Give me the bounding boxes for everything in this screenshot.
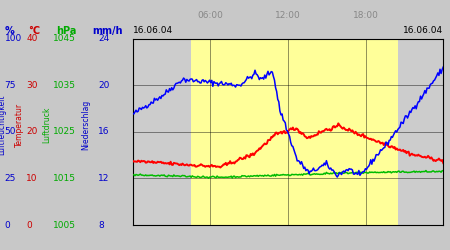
- Text: 25: 25: [4, 174, 16, 183]
- Text: 18:00: 18:00: [353, 11, 378, 20]
- Text: 75: 75: [4, 81, 16, 90]
- Text: 16.06.04: 16.06.04: [133, 26, 173, 35]
- Text: 8: 8: [98, 220, 104, 230]
- Text: Luftdruck: Luftdruck: [43, 107, 52, 143]
- Text: 20: 20: [26, 127, 37, 136]
- Text: 24: 24: [98, 34, 109, 43]
- Text: 40: 40: [26, 34, 37, 43]
- Text: 16.06.04: 16.06.04: [403, 26, 443, 35]
- Text: 1045: 1045: [53, 34, 76, 43]
- Text: 1015: 1015: [53, 174, 76, 183]
- Text: 0: 0: [26, 220, 32, 230]
- Text: 1035: 1035: [53, 81, 76, 90]
- Text: 30: 30: [26, 81, 38, 90]
- Text: 0: 0: [4, 220, 10, 230]
- Text: 12: 12: [98, 174, 109, 183]
- Text: Luftfeuchtigkeit: Luftfeuchtigkeit: [0, 95, 7, 155]
- Text: Niederschlag: Niederschlag: [81, 100, 90, 150]
- Text: 1025: 1025: [53, 127, 76, 136]
- Text: 16: 16: [98, 127, 110, 136]
- Bar: [191, 39, 398, 225]
- Text: mm/h: mm/h: [92, 26, 123, 36]
- Text: 20: 20: [98, 81, 109, 90]
- Text: %: %: [4, 26, 14, 36]
- Text: Temperatur: Temperatur: [15, 103, 24, 147]
- Text: 10: 10: [26, 174, 38, 183]
- Text: 12:00: 12:00: [275, 11, 301, 20]
- Text: 1005: 1005: [53, 220, 76, 230]
- Text: hPa: hPa: [56, 26, 76, 36]
- Text: °C: °C: [28, 26, 40, 36]
- Text: 100: 100: [4, 34, 22, 43]
- Text: 06:00: 06:00: [198, 11, 223, 20]
- Text: 50: 50: [4, 127, 16, 136]
